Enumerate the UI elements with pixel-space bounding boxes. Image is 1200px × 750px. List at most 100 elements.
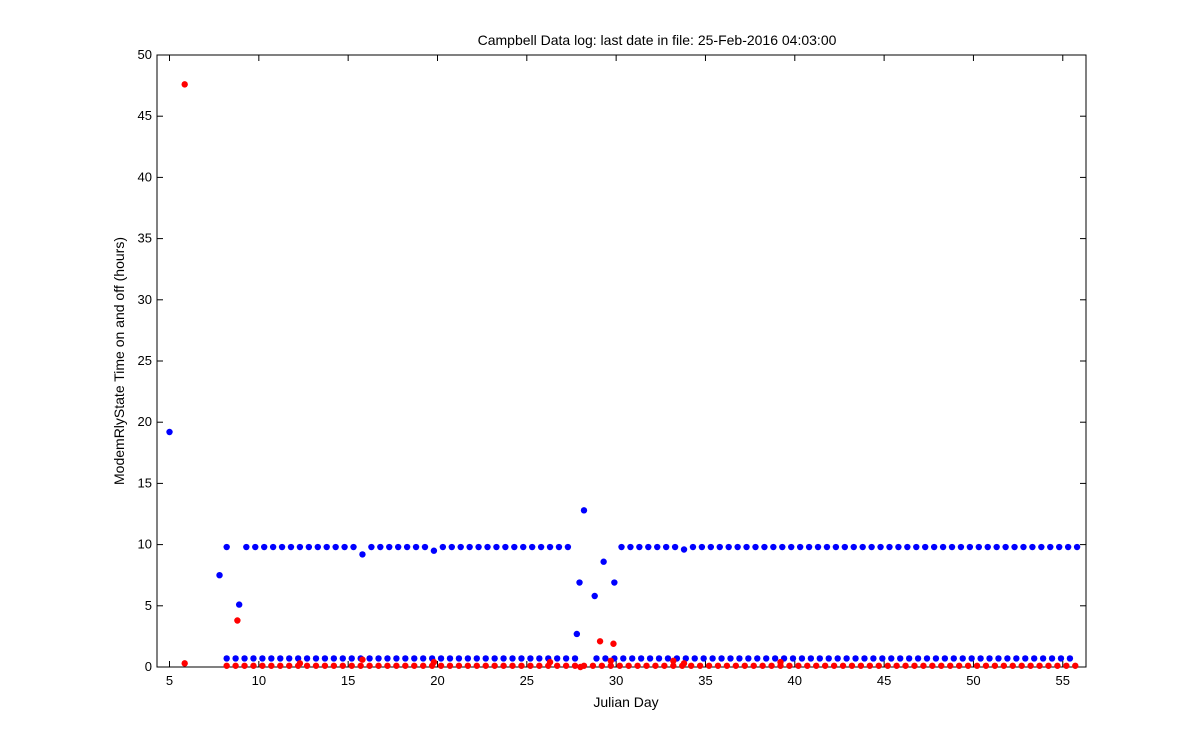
data-point bbox=[763, 655, 770, 662]
data-point bbox=[411, 655, 418, 662]
data-point bbox=[868, 543, 875, 551]
data-point bbox=[223, 655, 230, 662]
data-point bbox=[350, 543, 357, 551]
data-point bbox=[637, 655, 645, 662]
data-point bbox=[511, 543, 518, 551]
data-point bbox=[813, 662, 820, 669]
data-point bbox=[786, 662, 793, 669]
data-point bbox=[716, 543, 723, 551]
x-tick-label: 5 bbox=[166, 673, 173, 688]
data-point bbox=[277, 655, 284, 662]
data-point bbox=[402, 662, 409, 669]
data-point bbox=[596, 638, 604, 645]
data-point bbox=[779, 543, 786, 551]
data-point bbox=[789, 655, 797, 662]
chart-title: Campbell Data log: last date in file: 25… bbox=[478, 32, 837, 48]
data-point bbox=[982, 662, 990, 669]
data-point bbox=[181, 81, 188, 88]
data-point bbox=[332, 543, 339, 551]
data-point bbox=[166, 428, 173, 436]
data-point bbox=[750, 662, 757, 669]
data-point bbox=[957, 543, 965, 551]
data-point bbox=[312, 655, 320, 662]
data-point bbox=[966, 543, 974, 551]
data-point bbox=[977, 655, 984, 662]
data-point bbox=[913, 543, 920, 551]
data-point bbox=[941, 655, 949, 662]
data-point bbox=[1029, 543, 1036, 551]
data-point bbox=[393, 655, 400, 662]
data-point bbox=[973, 662, 981, 669]
data-point bbox=[870, 655, 877, 662]
data-point bbox=[577, 663, 584, 671]
data-point bbox=[437, 655, 445, 662]
data-point bbox=[923, 655, 931, 662]
data-point bbox=[359, 656, 366, 663]
data-point bbox=[296, 660, 304, 667]
data-point bbox=[536, 655, 543, 662]
data-point bbox=[339, 662, 346, 669]
axis-ticks: 5 10 15 20 25 30 35 40 45 50 550510152025303540455… bbox=[138, 47, 1086, 688]
data-point bbox=[241, 662, 248, 669]
data-point bbox=[950, 655, 957, 662]
data-point bbox=[491, 662, 498, 669]
data-point bbox=[839, 662, 847, 669]
data-point bbox=[571, 655, 579, 662]
data-point bbox=[798, 655, 806, 662]
data-point bbox=[589, 662, 597, 669]
data-point bbox=[975, 543, 983, 551]
data-point bbox=[670, 657, 677, 665]
data-point bbox=[850, 543, 857, 551]
data-point bbox=[929, 662, 936, 669]
y-tick-label: 5 bbox=[145, 598, 152, 613]
data-point bbox=[286, 662, 293, 669]
data-point bbox=[897, 655, 904, 662]
data-point bbox=[250, 655, 257, 662]
data-point bbox=[696, 662, 704, 669]
data-point bbox=[482, 662, 489, 669]
data-point bbox=[736, 655, 743, 662]
data-point bbox=[732, 662, 740, 669]
data-point bbox=[348, 662, 355, 669]
data-point bbox=[884, 662, 891, 669]
data-point bbox=[341, 543, 348, 551]
data-point bbox=[734, 543, 741, 551]
data-point bbox=[816, 655, 824, 662]
data-point bbox=[687, 662, 695, 669]
data-point bbox=[1002, 543, 1009, 551]
x-axis-label: Julian Day bbox=[593, 694, 658, 710]
data-point bbox=[1073, 543, 1081, 551]
x-tick-label: 40 bbox=[788, 673, 802, 688]
data-point bbox=[727, 655, 734, 662]
data-point bbox=[268, 662, 275, 669]
x-tick-label: 20 bbox=[430, 673, 444, 688]
data-point bbox=[841, 543, 849, 551]
data-point bbox=[821, 662, 829, 669]
data-point bbox=[661, 662, 668, 669]
data-point bbox=[357, 662, 364, 669]
data-point bbox=[705, 662, 713, 669]
data-point bbox=[939, 543, 947, 551]
y-axis-label: ModemRlyState Time on and off (hours) bbox=[111, 237, 127, 485]
data-point bbox=[761, 543, 768, 551]
data-point bbox=[834, 655, 841, 662]
x-tick-label: 50 bbox=[966, 673, 980, 688]
x-tick-label: 25 bbox=[520, 673, 534, 688]
data-point bbox=[725, 543, 732, 551]
data-point bbox=[629, 655, 636, 662]
data-point bbox=[700, 655, 707, 662]
x-tick-label: 35 bbox=[698, 673, 712, 688]
data-point bbox=[825, 655, 832, 662]
data-point bbox=[905, 655, 913, 662]
data-point bbox=[419, 655, 427, 662]
data-point bbox=[553, 655, 561, 662]
data-point bbox=[911, 662, 918, 669]
data-point bbox=[796, 543, 804, 551]
data-point bbox=[502, 543, 509, 551]
data-point bbox=[493, 543, 500, 551]
data-point bbox=[1020, 543, 1027, 551]
data-point bbox=[788, 543, 795, 551]
data-point bbox=[277, 662, 284, 669]
data-point bbox=[745, 655, 752, 662]
